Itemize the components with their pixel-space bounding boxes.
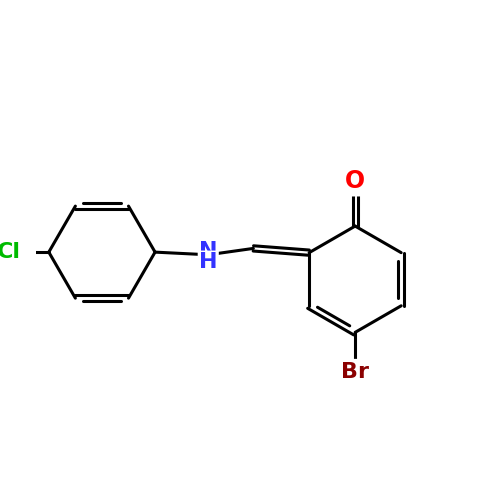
Text: N: N: [199, 240, 218, 260]
Text: H: H: [199, 252, 218, 272]
Text: Cl: Cl: [0, 242, 21, 262]
Text: Br: Br: [341, 362, 369, 382]
Text: O: O: [345, 169, 365, 193]
